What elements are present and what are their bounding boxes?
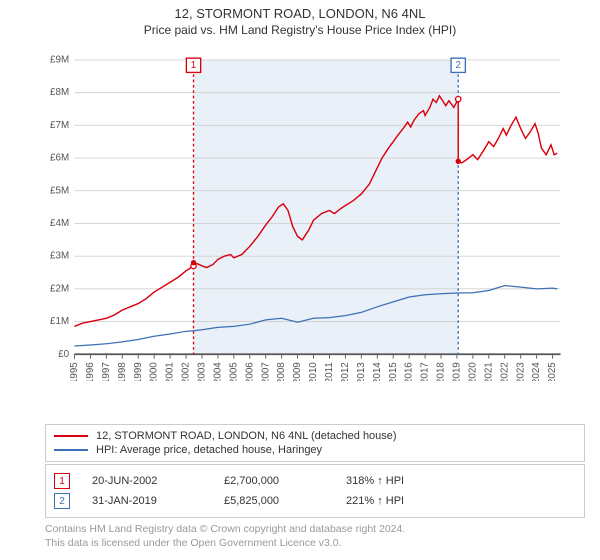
legend-label: HPI: Average price, detached house, Hari…: [96, 444, 322, 456]
sale-price: £2,700,000: [224, 475, 324, 487]
x-tick-label: 2006: [244, 362, 255, 381]
x-tick-label: 2024: [531, 362, 542, 381]
x-tick-label: 2013: [356, 362, 367, 381]
sale-marker-number: 2: [455, 60, 460, 71]
x-tick-label: 2009: [292, 362, 303, 381]
y-tick-label: £8M: [50, 87, 69, 98]
sale-point-closed: [191, 260, 196, 265]
chart-area: £0 £1M £2M £3M £4M £5M £6M £7M £8M £9M 1995 1996 199…: [0, 41, 600, 421]
x-tick-label: 1995: [69, 362, 80, 381]
legend-label: 12, STORMONT ROAD, LONDON, N6 4NL (detac…: [96, 430, 397, 442]
sale-marker-icon: 2: [54, 493, 70, 509]
y-tick-label: £3M: [50, 251, 69, 262]
x-tick-label: 2014: [372, 362, 383, 381]
sale-date: 20-JUN-2002: [92, 475, 202, 487]
x-tick-label: 2005: [228, 362, 239, 381]
sale-point-open: [456, 96, 461, 101]
x-tick-label: 2012: [340, 362, 351, 381]
y-tick-label: £5M: [50, 185, 69, 196]
legend-swatch: [54, 435, 88, 437]
chart-subtitle: Price paid vs. HM Land Registry's House …: [0, 21, 600, 41]
x-tick-label: 2019: [452, 362, 463, 381]
legend-box: 12, STORMONT ROAD, LONDON, N6 4NL (detac…: [45, 424, 585, 462]
x-tick-label: 2010: [308, 362, 319, 381]
sale-marker-icon: 1: [54, 473, 70, 489]
chart-address-title: 12, STORMONT ROAD, LONDON, N6 4NL: [0, 0, 600, 21]
x-tick-label: 2023: [515, 362, 526, 381]
x-tick-label: 1996: [85, 362, 96, 381]
chart-svg: £0 £1M £2M £3M £4M £5M £6M £7M £8M £9M 1995 1996 199…: [45, 51, 590, 381]
x-tick-label: 2000: [149, 362, 160, 381]
legend-swatch: [54, 449, 88, 451]
x-tick-label: 1999: [133, 362, 144, 381]
sale-row: 2 31-JAN-2019 £5,825,000 221% ↑ HPI: [54, 491, 576, 511]
y-tick-label: £7M: [50, 120, 69, 131]
y-tick-label: £4M: [50, 218, 69, 229]
shaded-sale-period: [194, 60, 459, 354]
sale-price: £5,825,000: [224, 495, 324, 507]
legend-row: 12, STORMONT ROAD, LONDON, N6 4NL (detac…: [54, 429, 576, 443]
sales-box: 1 20-JUN-2002 £2,700,000 318% ↑ HPI 2 31-JAN-…: [45, 464, 585, 518]
x-tick-label: 2003: [197, 362, 208, 381]
footer-line-1: Contains HM Land Registry data © Crown c…: [45, 522, 585, 536]
sale-hpi-change: 221% ↑ HPI: [346, 495, 404, 507]
x-tick-label: 2008: [276, 362, 287, 381]
sale-marker-number: 1: [191, 60, 196, 71]
footer-attribution: Contains HM Land Registry data © Crown c…: [45, 522, 585, 550]
x-tick-label: 1998: [117, 362, 128, 381]
x-tick-label: 2025: [547, 362, 558, 381]
y-tick-label: £6M: [50, 153, 69, 164]
footer-line-2: This data is licensed under the Open Gov…: [45, 536, 585, 550]
x-tick-label: 2018: [436, 362, 447, 381]
sale-date: 31-JAN-2019: [92, 495, 202, 507]
x-tick-label: 1997: [101, 362, 112, 381]
x-tick-label: 2021: [483, 362, 494, 381]
sale-hpi-change: 318% ↑ HPI: [346, 475, 404, 487]
y-tick-label: £9M: [50, 55, 69, 66]
x-tick-label: 2020: [467, 362, 478, 381]
x-tick-label: 2016: [404, 362, 415, 381]
x-tick-label: 2022: [499, 362, 510, 381]
x-tick-label: 2015: [388, 362, 399, 381]
sale-row: 1 20-JUN-2002 £2,700,000 318% ↑ HPI: [54, 471, 576, 491]
y-tick-label: £0: [58, 349, 69, 360]
x-tick-label: 2011: [324, 362, 335, 381]
x-tick-label: 2007: [260, 362, 271, 381]
x-tick-label: 2017: [420, 362, 431, 381]
legend-row: HPI: Average price, detached house, Hari…: [54, 443, 576, 457]
x-tick-label: 2001: [165, 362, 176, 381]
sale-point-closed: [456, 159, 461, 164]
x-tick-label: 2002: [181, 362, 192, 381]
y-tick-label: £2M: [50, 283, 69, 294]
y-tick-label: £1M: [50, 316, 69, 327]
x-tick-label: 2004: [212, 362, 223, 381]
